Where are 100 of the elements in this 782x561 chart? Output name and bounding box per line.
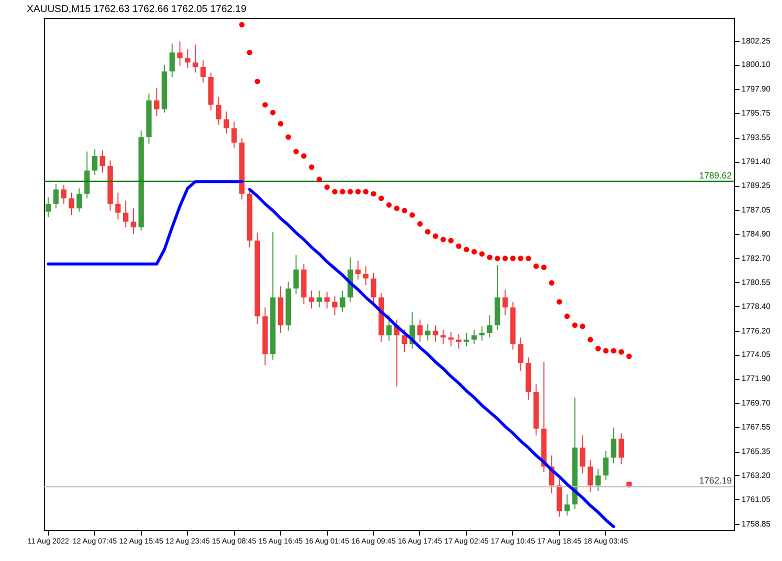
- candlestick: [448, 331, 454, 347]
- point: [386, 202, 392, 208]
- point: [332, 188, 338, 194]
- candlestick: [154, 88, 160, 116]
- line-series: [46, 180, 244, 266]
- point: [340, 188, 346, 194]
- point: [610, 348, 616, 354]
- point: [286, 134, 292, 140]
- point: [510, 256, 516, 262]
- y-tick-label: 1776.20: [742, 326, 771, 336]
- y-tick-label: 1767.55: [742, 422, 771, 432]
- point: [409, 212, 415, 218]
- point: [363, 188, 369, 194]
- point: [370, 191, 376, 197]
- point: [588, 336, 594, 342]
- point: [464, 246, 470, 252]
- candlestick: [456, 334, 462, 350]
- candlestick: [184, 48, 190, 69]
- y-tick-label: 1774.05: [742, 350, 771, 360]
- point: [424, 228, 430, 234]
- candlestick: [332, 296, 338, 316]
- y-tick-label: 1761.05: [742, 494, 771, 504]
- point: [626, 354, 632, 360]
- point: [448, 238, 454, 244]
- candlestick: [76, 188, 82, 212]
- candlestick: [231, 121, 237, 149]
- point: [402, 208, 408, 214]
- candlestick: [61, 184, 66, 204]
- candlestick: [192, 44, 198, 74]
- point: [541, 264, 547, 270]
- point: [494, 256, 500, 262]
- point: [595, 346, 601, 352]
- candlestick: [425, 324, 430, 342]
- y-tick-label: 1802.25: [742, 36, 771, 46]
- y-tick-label: 1778.40: [742, 302, 771, 311]
- point: [572, 322, 578, 328]
- candlestick: [115, 192, 121, 220]
- ref-line-label: 1762.19: [699, 476, 732, 486]
- candlestick: [479, 326, 485, 342]
- point: [394, 206, 400, 212]
- point: [355, 188, 361, 194]
- point: [348, 188, 354, 194]
- point: [580, 324, 586, 330]
- y-tick-label: 1784.90: [742, 229, 771, 238]
- y-tick-label: 1769.70: [742, 398, 771, 408]
- candlestick: [518, 336, 524, 372]
- y-tick-label: 1771.90: [742, 374, 771, 384]
- y-tick-label: 1782.70: [742, 254, 771, 263]
- point: [548, 280, 554, 286]
- candlestick: [122, 200, 128, 228]
- line-series: [248, 188, 616, 528]
- candlestick: [130, 208, 136, 234]
- point: [526, 256, 532, 262]
- y-tick-label: 1763.20: [742, 470, 771, 480]
- point: [254, 78, 260, 84]
- y-tick-label: 1791.40: [742, 157, 771, 166]
- point: [246, 50, 252, 56]
- candlestick: [588, 459, 594, 493]
- point: [301, 153, 307, 159]
- y-tick-label: 1789.25: [742, 181, 771, 190]
- point: [456, 243, 462, 249]
- point: [564, 314, 570, 320]
- candlestick: [340, 290, 346, 312]
- candlestick: [324, 291, 330, 310]
- candlestick: [618, 432, 624, 465]
- point: [239, 22, 245, 28]
- candlestick: [502, 289, 508, 316]
- point: [293, 148, 299, 154]
- point: [603, 348, 609, 354]
- candlestick: [603, 450, 609, 480]
- candlestick: [316, 290, 322, 308]
- point: [556, 299, 562, 305]
- candlestick: [386, 314, 392, 342]
- point: [471, 249, 477, 254]
- ref-line-label: 1789.62: [699, 170, 732, 180]
- candlestick: [177, 40, 183, 66]
- point: [486, 254, 492, 260]
- point: [518, 256, 524, 262]
- y-tick-label: 1758.85: [742, 519, 771, 528]
- candlestick: [580, 434, 586, 474]
- point: [308, 164, 314, 170]
- chart-title: XAUUSD,M15 1762.63 1762.66 1762.05 1762.19: [26, 4, 247, 15]
- point: [618, 349, 624, 355]
- point: [417, 221, 423, 227]
- point: [262, 102, 268, 108]
- candlestick: [46, 196, 51, 218]
- candlestick: [471, 329, 477, 345]
- y-tick-label: 1795.75: [742, 108, 771, 118]
- y-tick-label: 1780.55: [742, 278, 771, 287]
- candlestick: [308, 290, 314, 310]
- candlestick: [564, 494, 570, 516]
- point: [440, 236, 446, 242]
- candlestick: [610, 427, 616, 464]
- candlestick: [92, 148, 98, 176]
- point: [479, 251, 485, 257]
- y-tick-label: 1800.10: [742, 60, 771, 70]
- y-tick-label: 1797.90: [742, 84, 771, 94]
- candlestick: [293, 254, 299, 295]
- candlestick: [486, 314, 492, 338]
- point: [533, 263, 539, 269]
